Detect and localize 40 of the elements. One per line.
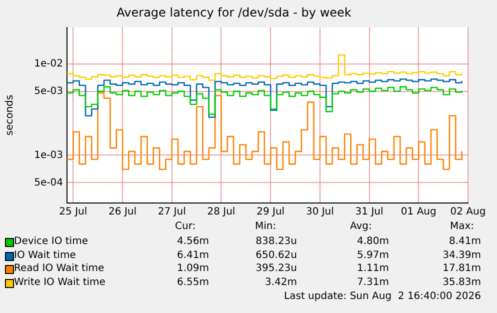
chart-title: Average latency for /dev/sda - by week bbox=[116, 5, 352, 20]
text: 4.56m bbox=[176, 236, 209, 248]
y-tick-label: 5e-03 bbox=[34, 86, 63, 97]
x-tick-label: 27 Jul bbox=[158, 206, 186, 218]
x-tick-label: 01 Aug bbox=[400, 206, 436, 218]
text: Last update: Sun Aug 2 16:40:00 2026 bbox=[284, 290, 481, 303]
x-tick-label: 30 Jul bbox=[306, 206, 334, 218]
text: Min: bbox=[255, 221, 276, 233]
text: Cur: bbox=[175, 221, 196, 233]
y-tick-label: 1e-03 bbox=[34, 150, 63, 161]
text: 838.23u bbox=[256, 236, 297, 248]
text: 1.11m bbox=[356, 263, 389, 276]
x-tick-label: 25 Jul bbox=[59, 206, 88, 218]
x-tick-label: 29 Jul bbox=[256, 206, 285, 218]
text: 7.31m bbox=[356, 277, 389, 290]
legend-label: Write IO Wait time bbox=[14, 277, 106, 290]
text: 1.09m bbox=[176, 263, 209, 276]
x-tick-label: 28 Jul bbox=[207, 206, 236, 218]
text: 650.62u bbox=[256, 250, 297, 262]
text: 5.97m bbox=[356, 250, 389, 262]
x-tick-label: 02 Aug bbox=[450, 206, 486, 218]
text: 8.41m bbox=[448, 236, 481, 248]
text: 35.83m bbox=[442, 277, 481, 290]
text: Max: bbox=[450, 221, 474, 233]
text: 34.39m bbox=[442, 250, 481, 262]
text: 3.42m bbox=[264, 277, 297, 290]
legend-label: Device IO time bbox=[14, 236, 88, 248]
text: Avg: bbox=[350, 221, 372, 233]
text: 4.80m bbox=[356, 236, 389, 248]
text: 6.55m bbox=[176, 277, 209, 290]
y-axis-title: seconds bbox=[4, 94, 16, 136]
x-tick-label: 31 Jul bbox=[355, 206, 384, 218]
text: 395.23u bbox=[256, 263, 297, 276]
text: 17.81m bbox=[442, 263, 481, 276]
x-tick-label: 26 Jul bbox=[108, 206, 137, 218]
legend-label: Read IO Wait time bbox=[14, 263, 104, 276]
legend-label: IO Wait time bbox=[14, 250, 76, 262]
y-tick-label: 1e-02 bbox=[34, 58, 63, 70]
text: 6.41m bbox=[176, 250, 209, 262]
y-tick-label: 5e-04 bbox=[34, 177, 63, 188]
